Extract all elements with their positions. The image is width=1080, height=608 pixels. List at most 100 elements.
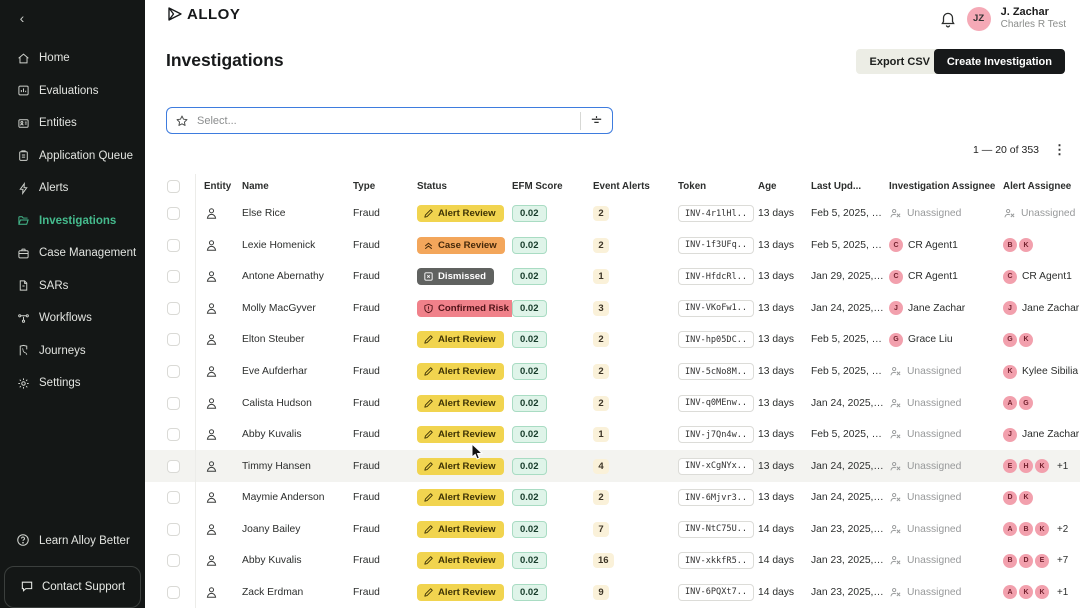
sidebar-item-application-queue[interactable]: Application Queue bbox=[0, 140, 145, 173]
table-row[interactable]: Abby Kuvalis Fraud Alert Review 0.02 1 INV-j7… bbox=[145, 418, 1080, 451]
token-chip[interactable]: INV-j7Qn4w.. bbox=[678, 426, 755, 444]
row-checkbox[interactable] bbox=[167, 428, 180, 442]
sidebar-item-sars[interactable]: SARs bbox=[0, 270, 145, 303]
token-chip[interactable]: INV-hp05DC.. bbox=[678, 331, 755, 349]
status-badge[interactable]: Alert Review bbox=[417, 205, 504, 223]
column-header-last-updated[interactable]: Last Upd... bbox=[811, 180, 862, 192]
row-checkbox[interactable] bbox=[167, 238, 180, 252]
sidebar-item-settings[interactable]: Settings bbox=[0, 367, 145, 400]
cell-name[interactable]: Calista Hudson bbox=[242, 397, 312, 409]
token-chip[interactable]: INV-6PQXt7.. bbox=[678, 583, 755, 601]
sidebar-item-home[interactable]: Home bbox=[0, 42, 145, 75]
row-checkbox[interactable] bbox=[167, 554, 180, 568]
cell-name[interactable]: Maymie Anderson bbox=[242, 492, 325, 504]
column-header-investigation-assignee[interactable]: Investigation Assignee bbox=[889, 180, 996, 192]
row-checkbox[interactable] bbox=[167, 522, 180, 536]
row-checkbox[interactable] bbox=[167, 301, 180, 315]
status-badge[interactable]: Alert Review bbox=[417, 520, 504, 538]
table-row[interactable]: Molly MacGyver Fraud Confirmed Risk 0.02 3 IN… bbox=[145, 292, 1080, 325]
sidebar-item-journeys[interactable]: Journeys bbox=[0, 335, 145, 368]
cell-name[interactable]: Antone Abernathy bbox=[242, 271, 324, 283]
entity-person-icon[interactable] bbox=[204, 553, 219, 568]
entity-person-icon[interactable] bbox=[204, 332, 219, 347]
column-header-name[interactable]: Name bbox=[242, 180, 269, 192]
status-badge[interactable]: Alert Review bbox=[417, 394, 504, 412]
cell-name[interactable]: Abby Kuvalis bbox=[242, 555, 302, 567]
column-header-entity[interactable]: Entity bbox=[195, 174, 242, 198]
status-badge[interactable]: Alert Review bbox=[417, 363, 504, 380]
sidebar-item-investigations[interactable]: Investigations bbox=[0, 205, 145, 238]
token-chip[interactable]: INV-6Mjvr3.. bbox=[678, 489, 755, 507]
token-chip[interactable]: INV-xCgNYx.. bbox=[678, 457, 755, 475]
column-header-event-alerts[interactable]: Event Alerts bbox=[593, 180, 650, 192]
entity-person-icon[interactable] bbox=[204, 396, 219, 411]
row-checkbox[interactable] bbox=[167, 585, 180, 599]
token-chip[interactable]: INV-q0MEnw.. bbox=[678, 394, 755, 412]
row-checkbox[interactable] bbox=[167, 207, 180, 221]
row-checkbox[interactable] bbox=[167, 333, 180, 347]
learn-alloy-better-link[interactable]: Learn Alloy Better bbox=[0, 526, 145, 556]
entity-person-icon[interactable] bbox=[204, 585, 219, 600]
filter-lines-icon[interactable] bbox=[589, 113, 604, 128]
status-badge[interactable]: Alert Review bbox=[417, 331, 504, 349]
column-header-efm-score[interactable]: EFM Score bbox=[512, 180, 563, 192]
sidebar-item-workflows[interactable]: Workflows bbox=[0, 302, 145, 335]
table-row[interactable]: Calista Hudson Fraud Alert Review 0.02 2 INV-… bbox=[145, 387, 1080, 419]
row-checkbox[interactable] bbox=[167, 270, 180, 284]
cell-name[interactable]: Molly MacGyver bbox=[242, 302, 316, 314]
entity-person-icon[interactable] bbox=[204, 269, 219, 284]
create-investigation-button[interactable]: Create Investigation bbox=[933, 49, 1065, 74]
row-checkbox[interactable] bbox=[167, 459, 180, 473]
user-avatar[interactable]: JZ bbox=[966, 6, 991, 31]
table-row[interactable]: Zack Erdman Fraud Alert Review 0.02 9 INV-6PQ… bbox=[145, 576, 1080, 608]
contact-support-button[interactable]: Contact Support bbox=[4, 566, 141, 608]
row-checkbox[interactable] bbox=[167, 365, 180, 378]
entity-person-icon[interactable] bbox=[204, 427, 219, 442]
token-chip[interactable]: INV-VKoFw1.. bbox=[678, 299, 755, 317]
kebab-menu-icon[interactable]: ⋮ bbox=[1053, 142, 1066, 157]
sidebar-collapse-icon[interactable]: ‹ bbox=[19, 10, 25, 26]
row-checkbox[interactable] bbox=[167, 396, 180, 410]
user-names[interactable]: J. Zachar Charles R Test bbox=[1001, 6, 1066, 31]
status-badge[interactable]: Alert Review bbox=[417, 457, 504, 475]
table-row[interactable]: Antone Abernathy Fraud Dismissed 0.02 1 INV-H… bbox=[145, 261, 1080, 293]
entity-person-icon[interactable] bbox=[204, 301, 219, 316]
sidebar-item-entities[interactable]: Entities bbox=[0, 107, 145, 140]
table-row[interactable]: Lexie Homenick Fraud Case Review 0.02 2 INV-1… bbox=[145, 229, 1080, 262]
export-csv-button[interactable]: Export CSV bbox=[856, 49, 943, 74]
entity-person-icon[interactable] bbox=[204, 364, 219, 379]
entity-person-icon[interactable] bbox=[204, 490, 219, 505]
table-row[interactable]: Elton Steuber Fraud Alert Review 0.02 2 INV-h… bbox=[145, 324, 1080, 356]
token-chip[interactable]: INV-NtC75U.. bbox=[678, 520, 755, 538]
row-checkbox[interactable] bbox=[167, 491, 180, 505]
notifications-bell-icon[interactable] bbox=[939, 10, 957, 28]
cell-name[interactable]: Eve Aufderhar bbox=[242, 366, 308, 377]
status-badge[interactable]: Confirmed Risk bbox=[417, 299, 512, 317]
column-header-token[interactable]: Token bbox=[678, 180, 707, 192]
column-header-status[interactable]: Status bbox=[417, 180, 447, 192]
table-row[interactable]: Joany Bailey Fraud Alert Review 0.02 7 INV-Nt… bbox=[145, 513, 1080, 546]
table-row[interactable]: Else Rice Fraud Alert Review 0.02 2 INV-4r1lH… bbox=[145, 198, 1080, 230]
table-row[interactable]: Maymie Anderson Fraud Alert Review 0.02 2 INV… bbox=[145, 481, 1080, 514]
status-badge[interactable]: Alert Review bbox=[417, 583, 504, 601]
token-chip[interactable]: INV-5cNo8M.. bbox=[678, 363, 755, 380]
status-badge[interactable]: Alert Review bbox=[417, 426, 504, 444]
table-row[interactable]: Timmy Hansen Fraud Alert Review 0.02 4 INV-xC… bbox=[145, 450, 1080, 482]
cell-name[interactable]: Zack Erdman bbox=[242, 586, 304, 598]
select-all-checkbox[interactable] bbox=[167, 179, 180, 193]
token-chip[interactable]: INV-xkkfR5.. bbox=[678, 552, 755, 570]
token-chip[interactable]: INV-4r1lHl.. bbox=[678, 205, 755, 223]
sidebar-item-alerts[interactable]: Alerts bbox=[0, 172, 145, 205]
token-chip[interactable]: INV-1f3UFq.. bbox=[678, 236, 755, 254]
entity-person-icon[interactable] bbox=[204, 238, 219, 253]
entity-person-icon[interactable] bbox=[204, 206, 219, 221]
filter-select-input[interactable]: Select... bbox=[166, 107, 613, 134]
cell-name[interactable]: Timmy Hansen bbox=[242, 460, 311, 472]
status-badge[interactable]: Dismissed bbox=[417, 268, 494, 286]
status-badge[interactable]: Case Review bbox=[417, 236, 505, 254]
cell-name[interactable]: Else Rice bbox=[242, 208, 286, 220]
status-badge[interactable]: Alert Review bbox=[417, 489, 504, 507]
token-chip[interactable]: INV-HfdcRl.. bbox=[678, 268, 755, 286]
status-badge[interactable]: Alert Review bbox=[417, 552, 504, 570]
column-header-age[interactable]: Age bbox=[758, 180, 777, 192]
